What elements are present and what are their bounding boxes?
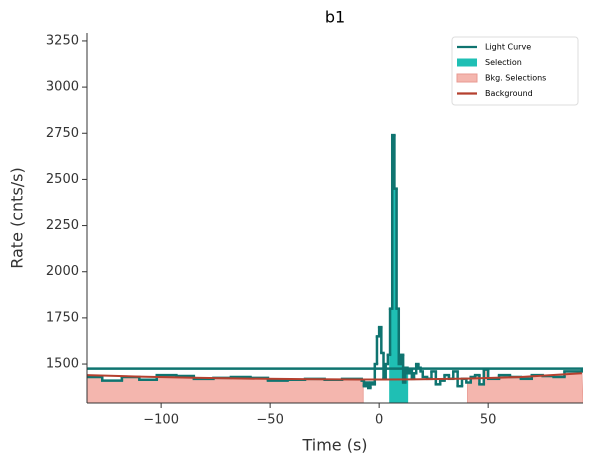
legend-label: Background [485,89,533,98]
y-tick-label: 1500 [46,357,79,372]
legend-swatch [457,58,477,67]
x-tick-label: −50 [256,413,283,428]
y-tick-label: 2000 [46,264,79,279]
y-tick-label: 2750 [46,126,79,141]
x-tick-label: 0 [375,413,383,428]
x-tick-label: −100 [143,413,179,428]
legend-box [451,36,579,106]
x-tick-label: 50 [480,413,497,428]
y-tick-label: 3250 [46,33,79,48]
chart-title: b1 [325,8,345,27]
legend-label: Bkg. Selections [485,74,546,83]
y-tick-label: 2250 [46,218,79,233]
legend-label: Selection [485,58,522,67]
y-tick-label: 1750 [46,310,79,325]
x-axis-label: Time (s) [301,436,367,455]
background-line [87,372,582,381]
selection [389,135,409,403]
plot-area [87,133,583,403]
step-riser [101,135,583,389]
y-axis-label: Rate (cnts/s) [8,167,27,269]
y-tick-label: 3000 [46,80,79,95]
legend-label: Light Curve [485,43,531,52]
legend-swatch [456,73,478,83]
y-tick-label: 2500 [46,172,79,187]
